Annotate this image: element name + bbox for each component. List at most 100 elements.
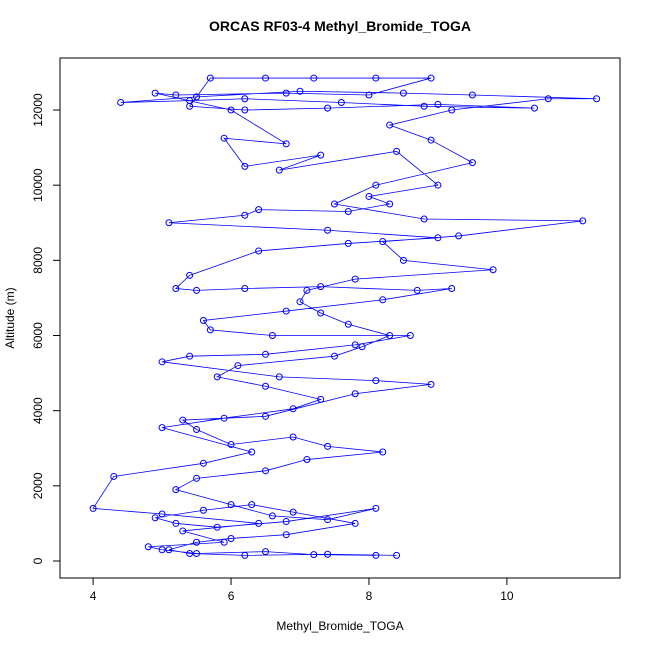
data-point	[186, 271, 194, 279]
plot-frame	[59, 57, 621, 579]
data-point	[289, 433, 297, 441]
data-point	[317, 151, 325, 159]
data-point	[330, 200, 338, 208]
data-point	[241, 95, 249, 103]
data-point	[255, 206, 263, 214]
data-point	[241, 551, 249, 559]
data-point	[199, 459, 207, 467]
data-point	[448, 106, 456, 114]
data-point	[317, 309, 325, 317]
data-point	[324, 516, 332, 524]
data-point	[351, 275, 359, 283]
chart-title: ORCAS RF03-4 Methyl_Bromide_TOGA	[209, 18, 471, 34]
data-point	[358, 343, 366, 351]
data-point	[289, 405, 297, 413]
y-tick-label: 8000	[31, 247, 45, 274]
y-tick-label: 6000	[31, 322, 45, 349]
data-point	[199, 506, 207, 514]
y-tick-label: 2000	[31, 472, 45, 499]
data-point	[234, 362, 242, 370]
data-point	[282, 89, 290, 97]
data-point	[213, 373, 221, 381]
data-point	[179, 416, 187, 424]
data-point	[282, 518, 290, 526]
data-point	[372, 181, 380, 189]
data-point	[172, 519, 180, 527]
data-point	[262, 467, 270, 475]
data-point	[158, 510, 166, 518]
data-point	[448, 285, 456, 293]
y-tick-label: 4000	[31, 397, 45, 424]
data-point	[275, 373, 283, 381]
data-point	[317, 283, 325, 291]
data-point	[386, 332, 394, 340]
data-point	[117, 98, 125, 106]
data-point	[372, 74, 380, 82]
data-point	[248, 448, 256, 456]
data-point	[386, 200, 394, 208]
data-point	[227, 106, 235, 114]
data-point	[372, 504, 380, 512]
data-point	[434, 234, 442, 242]
data-point	[317, 395, 325, 403]
data-point	[393, 147, 401, 155]
y-tick-label: 12000	[31, 93, 45, 127]
data-point	[248, 501, 256, 509]
data-point	[544, 95, 552, 103]
data-point	[303, 456, 311, 464]
data-point	[337, 98, 345, 106]
data-point	[310, 551, 318, 559]
data-point	[89, 504, 97, 512]
data-point	[206, 74, 214, 82]
data-point	[324, 104, 332, 112]
data-point	[593, 95, 601, 103]
data-point	[379, 296, 387, 304]
data-point	[193, 425, 201, 433]
data-point	[351, 390, 359, 398]
data-point	[434, 100, 442, 108]
data-point	[344, 207, 352, 215]
data-point	[165, 546, 173, 554]
data-point	[399, 256, 407, 264]
x-tick-label: 6	[228, 589, 235, 603]
data-point	[282, 307, 290, 315]
data-point	[324, 226, 332, 234]
data-point	[455, 232, 463, 240]
data-point	[186, 102, 194, 110]
data-point	[420, 215, 428, 223]
data-point	[324, 550, 332, 558]
data-point	[110, 472, 118, 480]
data-point	[193, 538, 201, 546]
data-point	[220, 414, 228, 422]
data-point	[151, 514, 159, 522]
data-point	[351, 341, 359, 349]
data-point	[393, 551, 401, 559]
data-point	[158, 424, 166, 432]
data-point	[193, 286, 201, 294]
data-point	[227, 501, 235, 509]
data-point	[351, 519, 359, 527]
data-point	[268, 332, 276, 340]
y-tick-label: 10000	[31, 168, 45, 202]
data-point	[275, 166, 283, 174]
data-point	[468, 91, 476, 99]
x-axis-label: Methyl_Bromide_TOGA	[276, 619, 403, 633]
data-point	[379, 448, 387, 456]
data-point	[310, 74, 318, 82]
data-point	[144, 543, 152, 551]
data-point	[172, 91, 180, 99]
data-point	[406, 332, 414, 340]
data-point	[344, 239, 352, 247]
data-point	[193, 549, 201, 557]
data-point	[330, 352, 338, 360]
data-point	[379, 238, 387, 246]
data-point	[255, 519, 263, 527]
data-point	[227, 441, 235, 449]
data-point	[344, 320, 352, 328]
data-point	[241, 285, 249, 293]
data-point	[489, 266, 497, 274]
data-point	[324, 442, 332, 450]
data-line	[92, 77, 597, 556]
data-point	[241, 162, 249, 170]
data-point	[468, 159, 476, 167]
